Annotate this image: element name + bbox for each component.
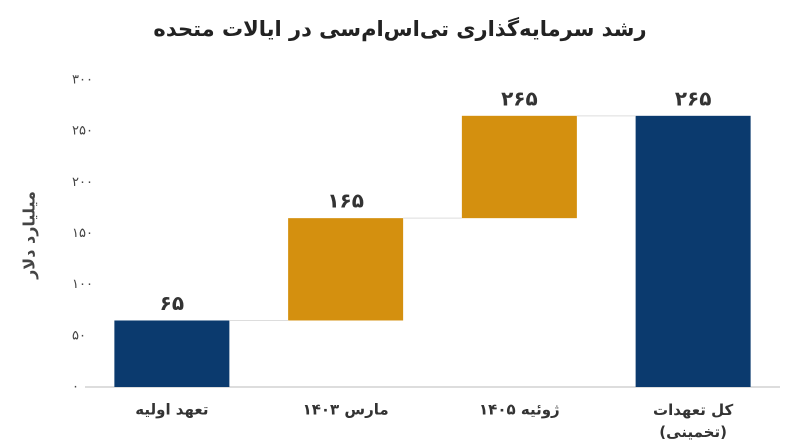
- chart-title: رشد سرمایه‌گذاری تی‌اس‌ام‌سی در ایالات م…: [153, 16, 646, 41]
- y-tick-label: ۰: [72, 380, 79, 395]
- y-tick-label: ۲۰۰: [72, 175, 93, 190]
- bar: [288, 218, 404, 321]
- value-label: ۲۶۵: [501, 86, 538, 110]
- x-tick-label: تعهد اولیه: [135, 401, 208, 419]
- x-tick-label: ژوئیه ۱۴۰۵: [479, 401, 560, 419]
- y-tick-label: ۵۰: [72, 328, 86, 343]
- value-label: ۲۶۵: [675, 86, 712, 110]
- y-tick-label: ۱۰۰: [72, 277, 93, 292]
- x-tick-label: کل تعهدات (تخمینی): [653, 401, 733, 441]
- y-axis-label: میلیارد دلار: [20, 191, 39, 280]
- y-tick-label: ۱۵۰: [72, 226, 93, 241]
- value-label: ۶۵: [160, 291, 184, 315]
- bar: [114, 320, 230, 387]
- y-tick-label: ۳۰۰: [72, 73, 93, 88]
- x-tick-label: مارس ۱۴۰۳: [303, 401, 389, 419]
- bar: [461, 115, 577, 219]
- value-label: ۱۶۵: [327, 189, 364, 213]
- bar: [635, 115, 751, 388]
- y-tick-label: ۲۵۰: [72, 124, 93, 139]
